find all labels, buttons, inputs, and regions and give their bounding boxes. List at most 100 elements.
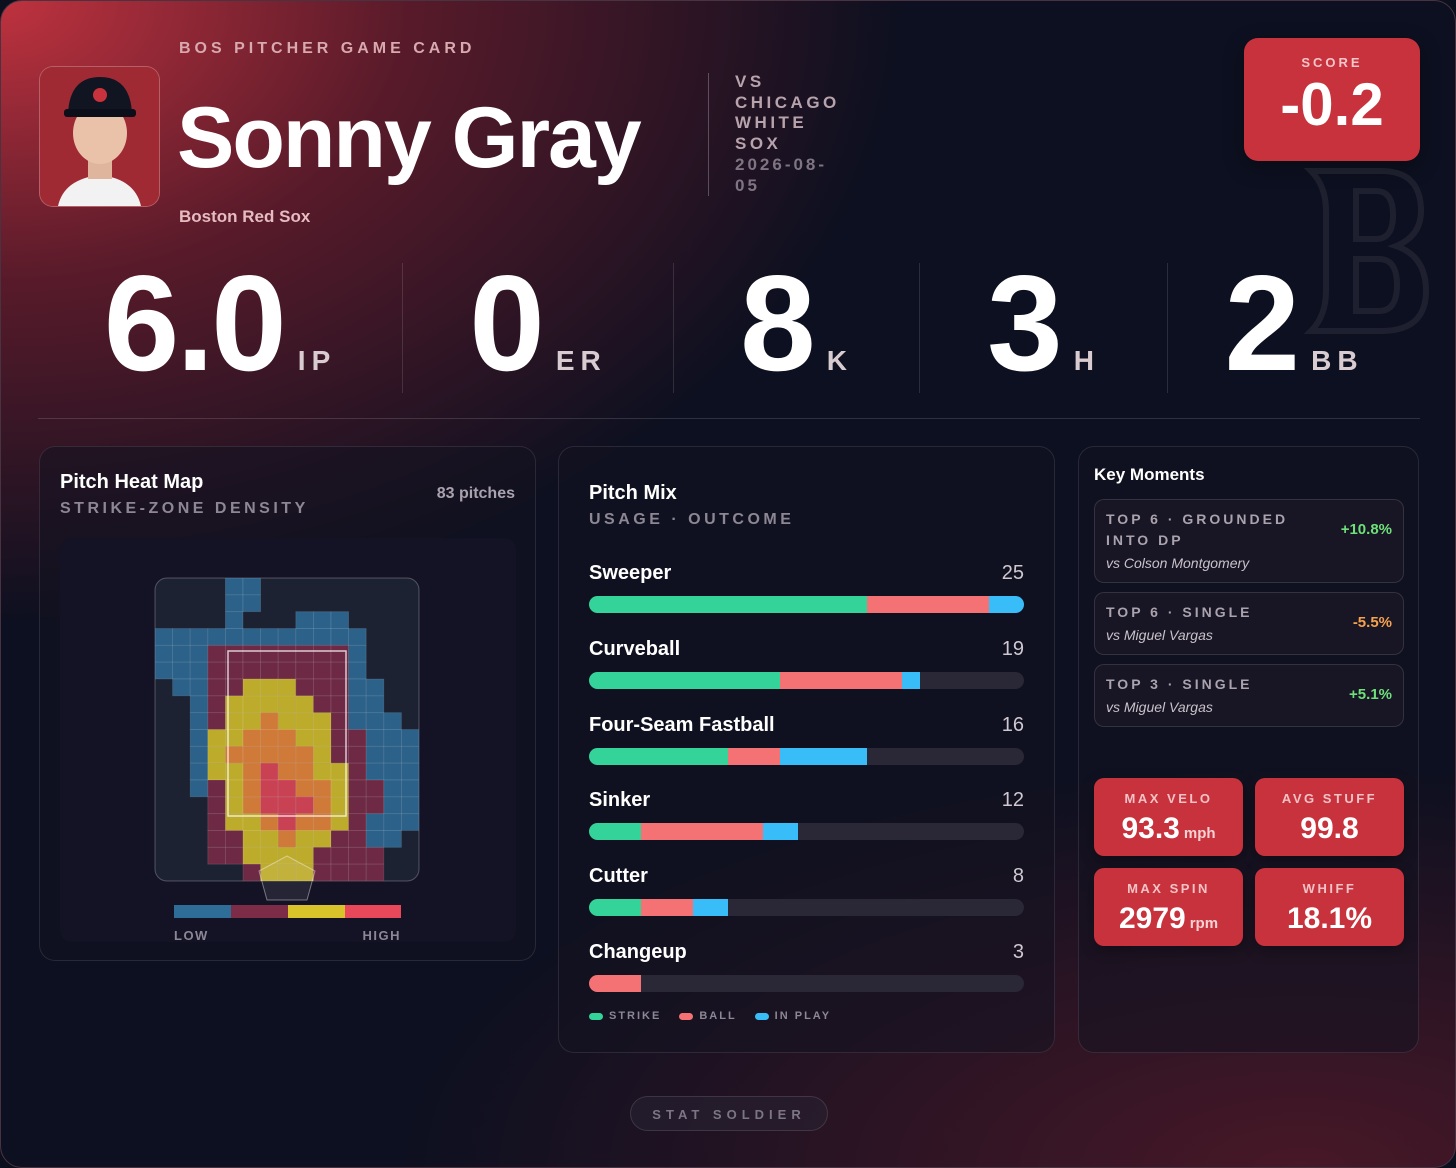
heat-cell (312, 695, 332, 714)
bar-segment (780, 671, 903, 689)
opponent: VS CHICAGO WHITE SOX (735, 72, 840, 153)
legend-swatch (754, 1012, 769, 1020)
heat-cell (189, 661, 209, 680)
legend-swatch (174, 905, 231, 918)
tile-label: WHIFF (1302, 881, 1357, 896)
heat-cell (189, 695, 209, 714)
heat-cell (365, 729, 385, 747)
legend-high: HIGH (363, 928, 402, 942)
heat-cell (295, 678, 314, 697)
heat-cell (242, 712, 262, 730)
legend-label: BALL (699, 1010, 737, 1022)
stat-value: 6.0 (103, 247, 287, 399)
heat-cell (330, 846, 350, 865)
stat-value: 2 (1224, 247, 1300, 399)
player-photo (39, 66, 160, 207)
heat-cell (365, 779, 385, 798)
heat-cell (242, 863, 262, 881)
pitch-name: Cutter (589, 865, 648, 888)
logo-shape (1303, 168, 1430, 334)
heat-cell (189, 628, 209, 646)
legend-swatch (679, 1012, 694, 1020)
heat-cell (277, 830, 297, 848)
cap-brim (64, 109, 136, 117)
moment-card: TOP 3 · SINGLE vs Miguel Vargas +5.1% (1094, 664, 1404, 727)
heat-cell (383, 762, 402, 781)
heat-cell (312, 863, 332, 881)
heat-cell (277, 779, 297, 798)
heat-cell (330, 863, 350, 881)
heat-cell (312, 830, 332, 848)
legend-swatch (345, 905, 401, 918)
pitch-count: 3 (1012, 941, 1024, 963)
heat-cell (242, 729, 262, 747)
heat-cell (260, 644, 279, 663)
heat-cell (172, 628, 191, 646)
tile-value: 99.8 (1300, 812, 1359, 845)
legend-swatch (589, 1012, 603, 1020)
legend-swatch (231, 905, 288, 918)
moment-delta: -5.5% (1352, 614, 1392, 631)
stat-tile: MAX SPIN 2979 rpm (1094, 868, 1243, 946)
pitch-count: 83 pitches (436, 485, 515, 502)
heat-cell (172, 678, 191, 697)
heat-cell (295, 796, 314, 815)
strike-zone (227, 650, 347, 817)
heat-cell (365, 695, 385, 714)
heat-cell (155, 644, 174, 663)
bar-track (589, 975, 1024, 992)
stat: 6.0 IP (38, 247, 402, 399)
heat-cell (260, 745, 279, 764)
heat-cell (330, 830, 350, 848)
heat-cell (155, 661, 174, 680)
heat-cell (207, 796, 226, 815)
heat-cell (348, 729, 367, 747)
stat-label: H (1073, 345, 1100, 376)
bar-track (589, 747, 1024, 765)
stat-label: K (826, 345, 853, 376)
moment-batter: vs Miguel Vargas (1106, 627, 1213, 643)
legend-item: STRIKE (589, 1010, 661, 1022)
heat-cell (330, 611, 350, 629)
heat-cell (207, 745, 226, 764)
heat-cell (295, 830, 314, 848)
heat-cell (365, 813, 385, 831)
tile-value-row: 99.8 (1255, 812, 1404, 846)
bar-segment (589, 596, 868, 613)
legend: STRIKE BALL IN PLAY (589, 1010, 831, 1022)
tile-unit: mph (1183, 825, 1216, 842)
heat-cell (242, 846, 262, 865)
bar-segment (641, 823, 763, 841)
heat-cell (365, 678, 385, 697)
team-name: Boston Red Sox (179, 207, 311, 226)
heat-cell (295, 611, 314, 629)
heat-cell (295, 628, 314, 646)
heat-cell (260, 796, 279, 815)
heat-cell (365, 796, 385, 815)
heat-cell (224, 611, 244, 629)
heat-cell (312, 796, 332, 815)
pitch-count: 12 (1001, 789, 1024, 812)
bar-segment (762, 823, 798, 841)
key-moments-panel: Key Moments TOP 6 · GROUNDED INTO DP vs C… (1078, 446, 1419, 1053)
heat-cell (207, 762, 226, 781)
heat-cell (277, 678, 297, 697)
bar-segment (589, 975, 642, 992)
bar-segment (589, 899, 642, 917)
heat-cell (277, 644, 297, 663)
legend-label: IN PLAY (774, 1010, 832, 1022)
heat-cell (348, 796, 367, 815)
heat-cell (348, 644, 367, 663)
heat-cell (295, 745, 314, 764)
heat-cell (172, 644, 191, 663)
heat-cell (207, 678, 226, 697)
tile-value-row: 2979 rpm (1094, 902, 1243, 936)
heat-cell (312, 779, 332, 798)
bar-track (589, 596, 1024, 613)
heat-cell (365, 830, 385, 848)
bar-segment (989, 596, 1024, 613)
heat-cell (400, 813, 419, 831)
heat-cell (312, 729, 332, 747)
heat-cell (207, 695, 226, 714)
